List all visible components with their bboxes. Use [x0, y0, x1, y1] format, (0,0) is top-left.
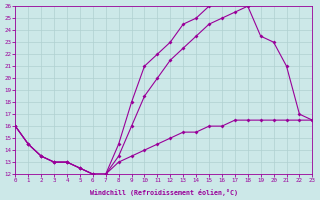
- X-axis label: Windchill (Refroidissement éolien,°C): Windchill (Refroidissement éolien,°C): [90, 189, 238, 196]
